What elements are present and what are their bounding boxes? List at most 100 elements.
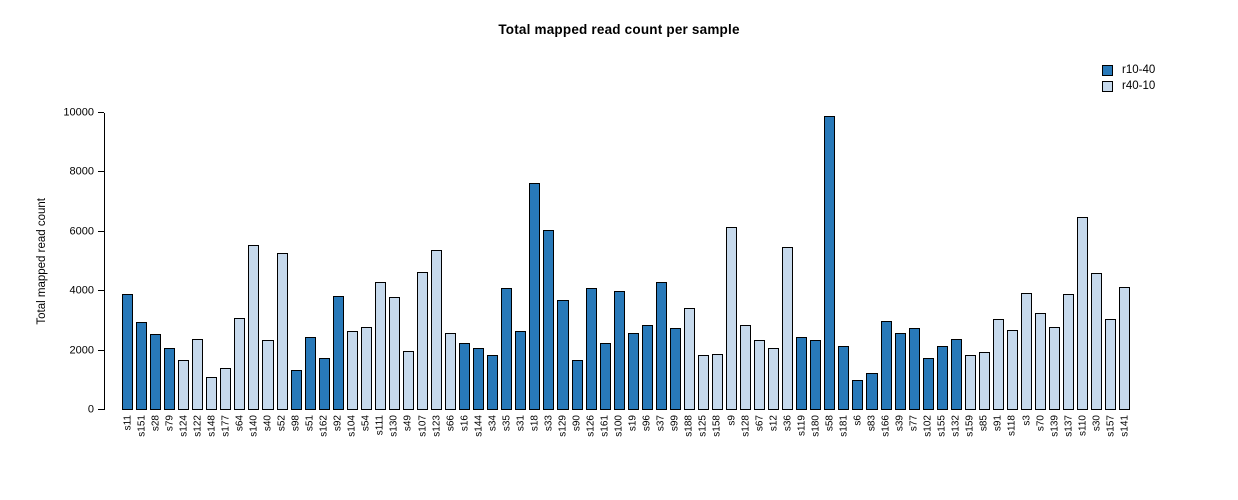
x-tick-label: s35	[501, 415, 513, 432]
bar-slot-s66: s66	[445, 113, 457, 431]
bar-s31	[515, 331, 527, 410]
bar-slot-s98: s98	[290, 113, 302, 431]
x-tick-label: s180	[810, 415, 822, 437]
bar-s128	[740, 325, 752, 410]
x-tick-label: s118	[1006, 415, 1018, 436]
x-tick-label: s177	[220, 415, 232, 437]
bar-s180	[810, 340, 822, 410]
bar-slot-s35: s35	[501, 113, 513, 431]
x-tick-label: s85	[978, 415, 990, 432]
x-tick-label: s92	[332, 415, 344, 432]
x-tick-label: s99	[669, 415, 681, 432]
bar-slot-s83: s83	[866, 113, 878, 431]
y-tick-label: 8000	[69, 165, 94, 178]
legend-swatch-icon	[1102, 81, 1113, 92]
bar-slot-s28: s28	[150, 113, 162, 431]
bar-s159	[964, 355, 976, 410]
bar-s79	[164, 347, 176, 410]
bar-slot-s58: s58	[824, 113, 836, 431]
x-tick-label: s19	[627, 415, 639, 432]
x-tick-label: s124	[178, 415, 190, 437]
x-tick-label: s125	[697, 415, 709, 437]
bar-s129	[557, 300, 569, 410]
bar-slot-s166: s166	[880, 113, 892, 437]
x-tick-label: s96	[641, 415, 653, 432]
bar-slot-s125: s125	[697, 113, 709, 437]
bar-s6	[852, 380, 864, 410]
plot-area: 0 2000 4000 6000 8000 10000 s11 s151 s28 s79 s124…	[63, 107, 1131, 437]
bar-s99	[669, 328, 681, 410]
x-tick-label: s151	[136, 415, 148, 437]
y-tick-label: 0	[87, 403, 94, 416]
bar-s64	[234, 317, 246, 410]
x-tick-label: s67	[754, 415, 766, 432]
bar-s54	[360, 326, 372, 410]
bar-s141	[1119, 286, 1131, 410]
bar-slot-s104: s104	[346, 113, 358, 437]
bar-slot-s128: s128	[740, 113, 752, 437]
bar-slot-s51: s51	[304, 113, 316, 431]
bar-s132	[950, 338, 962, 410]
bar-slot-s31: s31	[515, 113, 527, 431]
y-tick-mark	[98, 230, 104, 232]
x-tick-label: s3	[1021, 415, 1033, 426]
bar-s37	[655, 282, 667, 410]
legend-label: r10-40	[1122, 64, 1156, 76]
bar-s158	[711, 353, 724, 410]
bar-s140	[248, 245, 260, 410]
bar-slot-s30: s30	[1091, 113, 1103, 431]
bar-s77	[908, 328, 920, 410]
x-tick-label: s162	[318, 415, 330, 437]
bar-slot-s91: s91	[992, 113, 1004, 431]
bar-s151	[136, 322, 148, 410]
y-tick-label: 2000	[69, 344, 94, 357]
bar-slot-s67: s67	[754, 113, 766, 431]
bar-slot-s144: s144	[473, 113, 485, 437]
bar-s102	[922, 358, 934, 410]
x-tick-label: s126	[585, 415, 597, 437]
bar-s58	[824, 115, 836, 410]
bar-s85	[978, 352, 990, 410]
bar-s110	[1077, 216, 1089, 410]
x-tick-label: s37	[655, 415, 667, 432]
bar-slot-s9: s9	[726, 113, 738, 426]
bar-slot-s64: s64	[234, 113, 246, 431]
x-tick-label: s28	[150, 415, 162, 432]
y-axis-line	[104, 113, 105, 410]
x-tick-label: s36	[782, 415, 794, 432]
x-tick-label: s140	[248, 415, 260, 437]
bar-s98	[290, 369, 302, 410]
bar-s181	[838, 346, 850, 410]
bar-slot-s77: s77	[908, 113, 920, 431]
x-tick-label: s148	[206, 415, 218, 437]
legend: r10-40 r40-10	[1102, 64, 1155, 96]
bar-s118	[1006, 329, 1018, 410]
bar-slot-s36: s36	[782, 113, 794, 431]
x-tick-label: s102	[922, 415, 934, 437]
x-tick-label: s52	[276, 415, 288, 432]
bar-slot-s111: s111	[374, 113, 386, 435]
x-tick-label: s98	[290, 415, 302, 432]
bar-slot-s33: s33	[543, 113, 555, 431]
bar-slot-s102: s102	[922, 113, 934, 437]
y-tick-mark	[98, 290, 104, 292]
bar-slot-s79: s79	[164, 113, 176, 431]
x-tick-label: s58	[824, 415, 836, 432]
bar-slot-s12: s12	[768, 113, 780, 431]
x-tick-label: s123	[431, 415, 443, 437]
bar-s34	[487, 355, 499, 410]
x-tick-label: s34	[487, 415, 499, 432]
y-tick-mark	[98, 171, 104, 173]
bar-s155	[936, 346, 948, 410]
bar-s188	[683, 307, 695, 410]
bar-slot-s180: s180	[810, 113, 822, 437]
bar-slot-s107: s107	[416, 113, 429, 437]
bar-s19	[627, 332, 639, 410]
bar-s166	[880, 320, 892, 410]
bar-s104	[346, 331, 358, 410]
x-tick-label: s158	[711, 415, 723, 437]
bar-slot-s177: s177	[220, 113, 232, 437]
bar-slot-s148: s148	[206, 113, 218, 437]
bar-slot-s92: s92	[332, 113, 344, 431]
